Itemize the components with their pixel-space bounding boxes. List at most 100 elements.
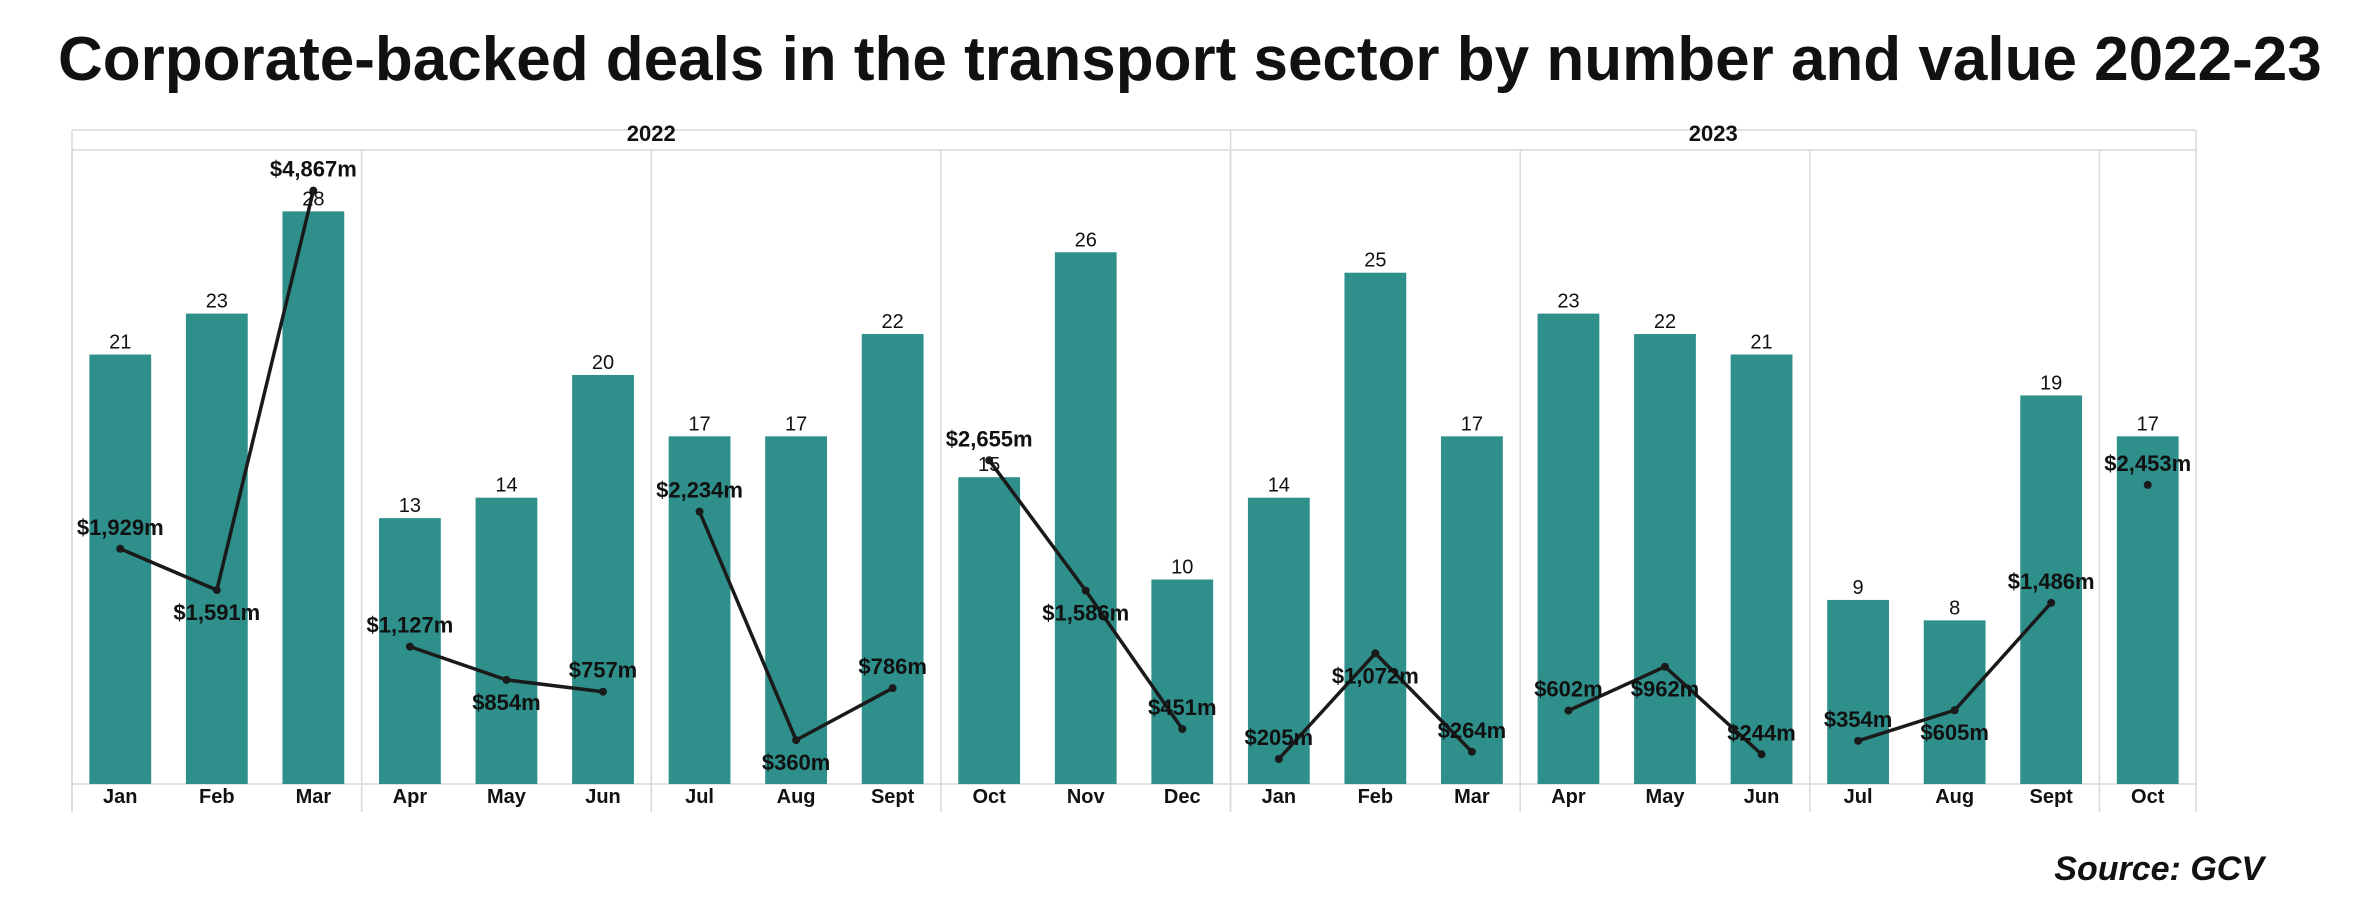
deal-count-bar [765,436,827,784]
deal-count-bar [1441,436,1503,784]
deal-value-point [695,507,704,516]
deal-count-bar [475,497,538,784]
month-label: Jun [1744,786,1780,808]
month-label: Dec [1164,786,1201,808]
deal-count-label: 10 [1171,556,1193,578]
deal-value-point [1467,747,1476,756]
deal-value-label: $244m [1727,720,1796,745]
deal-count-bar [1827,599,1889,784]
deal-value-label: $854m [472,690,541,715]
deal-value-point [985,456,994,465]
deal-value-label: $451m [1148,695,1217,720]
deal-value-label: $354m [1824,707,1893,732]
deal-count-bar [185,313,248,784]
month-label: Aug [777,786,816,808]
month-label: Jun [585,786,621,808]
deal-count-bar [1730,354,1793,784]
deal-value-label: $757m [569,658,638,683]
deal-value-label: $264m [1438,718,1507,743]
deal-count-bar [2116,436,2179,784]
deal-count-label: 23 [1557,291,1579,313]
deal-value-label: $2,234m [656,478,743,503]
deal-value-point [1564,706,1573,715]
deal-count-bar [1634,334,1696,784]
deal-value-label: $4,867m [270,157,357,182]
deal-count-label: 21 [1750,332,1772,354]
deal-value-point [1757,750,1766,759]
deal-value-point [1081,586,1090,595]
month-label: Apr [393,786,428,808]
grid-layer [71,129,2197,812]
deal-value-label: $602m [1534,677,1603,702]
deal-count-label: 26 [1075,229,1097,251]
deal-count-bar [572,374,634,784]
month-label: Jan [103,786,137,808]
deal-value-point [2047,598,2056,607]
deal-value-point [1274,755,1283,764]
month-label: Jan [1262,786,1296,808]
month-label: Aug [1935,786,1974,808]
deal-value-point [1950,706,1959,715]
deal-value-label: $962m [1631,677,1700,702]
deal-value-label: $1,591m [173,600,260,625]
month-label: Jul [685,786,714,808]
deal-value-point [116,544,125,553]
deal-value-label: $2,655m [946,426,1033,451]
deal-value-point [599,687,607,696]
deal-value-point [1178,725,1187,734]
month-label: Oct [973,786,1007,808]
deal-value-point [502,675,511,684]
deal-count-label: 15 [978,454,1000,476]
month-label: Jul [1844,786,1873,808]
deal-count-bar [2020,395,2083,784]
deal-count-label: 17 [688,413,710,435]
month-label: Mar [1454,786,1490,808]
deal-value-label: $1,486m [2008,569,2095,594]
chart-title: Corporate-backed deals in the transport … [58,25,2322,94]
deal-value-label: $1,586m [1042,601,1129,626]
deal-value-point [888,684,897,693]
deal-count-bar [1151,579,1214,784]
deal-count-bar [1054,252,1117,785]
deal-count-bar [668,436,731,784]
deal-count-label: 21 [109,332,131,354]
month-label: Nov [1067,786,1106,808]
month-label: Apr [1551,786,1586,808]
deal-count-bar [89,354,152,784]
month-label: May [1646,786,1686,808]
deal-count-label: 9 [1853,577,1864,599]
label-layer: 2022 2023 21 Jan 23 Feb 28 Mar 13 Apr 14 May 20 Jun 17… [77,121,2191,808]
deal-value-point [405,642,414,651]
month-label: Oct [2131,786,2165,808]
deal-value-point [1371,649,1380,658]
deal-value-label: $205m [1245,725,1314,750]
deal-value-point [1854,736,1863,745]
month-label: Sept [2030,786,2074,808]
deal-count-label: 13 [399,495,421,517]
value-line-layer [116,186,2152,764]
month-label: Feb [199,786,235,808]
deal-value-label: $360m [762,750,831,775]
deal-count-bar [1923,620,1986,784]
month-label: Sept [871,786,915,808]
month-label: Feb [1358,786,1394,808]
deal-count-label: 23 [206,291,228,313]
deal-count-bar [282,211,345,784]
deal-value-point [2143,480,2152,489]
deal-count-label: 14 [495,475,517,497]
month-label: May [487,786,527,808]
deal-count-label: 28 [302,188,324,210]
deal-count-label: 22 [882,311,904,333]
deal-value-point [212,586,221,595]
deal-value-label: $2,453m [2104,451,2191,476]
deal-count-bar [958,477,1021,784]
year-label: 2022 [627,121,676,146]
deal-value-label: $1,929m [77,515,164,540]
deal-count-label: 8 [1949,597,1960,619]
deal-value-label: $1,127m [366,613,453,638]
deal-value-point [792,736,801,745]
deal-count-bar [1537,313,1600,784]
deal-count-bar [1344,272,1407,784]
deal-count-label: 20 [592,352,614,374]
